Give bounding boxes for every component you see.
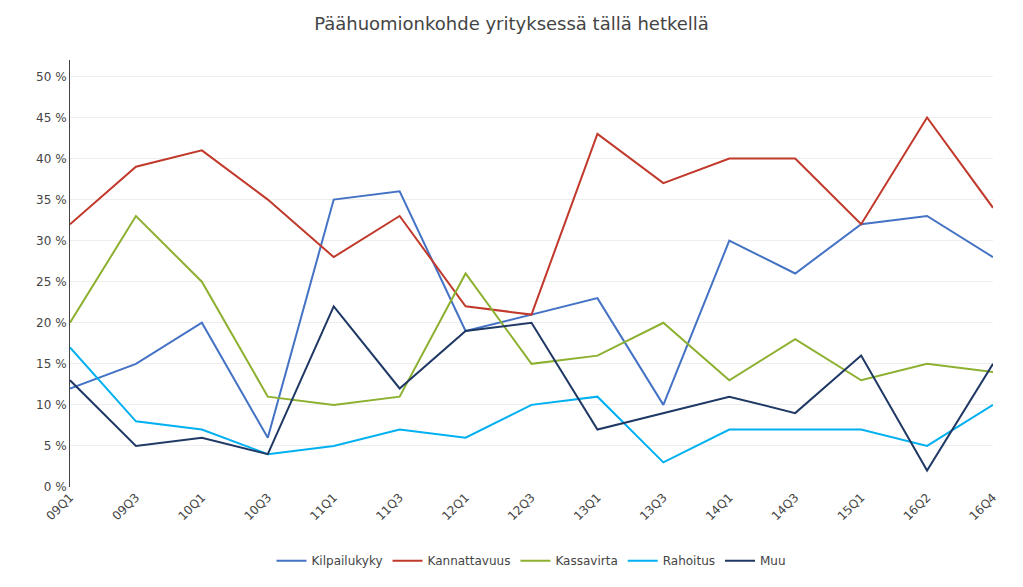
svg-text:30 %: 30 % [36, 234, 67, 248]
svg-text:35 %: 35 % [36, 193, 67, 207]
svg-text:13Q3: 13Q3 [637, 490, 670, 523]
svg-text:Kassavirta: Kassavirta [555, 554, 617, 568]
svg-text:Päähuomionkohde yrityksessä tä: Päähuomionkohde yrityksessä tällä hetkel… [314, 13, 709, 34]
svg-text:12Q1: 12Q1 [439, 490, 472, 523]
svg-text:Kannattavuus: Kannattavuus [428, 554, 511, 568]
svg-text:40 %: 40 % [36, 152, 67, 166]
svg-text:16Q4: 16Q4 [967, 490, 1000, 523]
svg-text:09Q1: 09Q1 [44, 490, 77, 523]
svg-text:15 %: 15 % [36, 357, 67, 371]
svg-text:5 %: 5 % [44, 439, 67, 453]
svg-text:0 %: 0 % [44, 480, 67, 494]
svg-text:20 %: 20 % [36, 316, 67, 330]
svg-text:Rahoitus: Rahoitus [663, 554, 715, 568]
svg-text:10Q1: 10Q1 [175, 490, 208, 523]
svg-text:10 %: 10 % [36, 398, 67, 412]
svg-text:10Q3: 10Q3 [241, 490, 274, 523]
svg-text:Muu: Muu [760, 554, 786, 568]
svg-text:15Q1: 15Q1 [835, 490, 868, 523]
svg-text:11Q1: 11Q1 [307, 490, 340, 523]
svg-text:14Q1: 14Q1 [703, 490, 736, 523]
svg-text:11Q3: 11Q3 [373, 490, 406, 523]
svg-text:45 %: 45 % [36, 111, 67, 125]
svg-text:16Q2: 16Q2 [901, 490, 934, 523]
svg-text:50 %: 50 % [36, 70, 67, 84]
svg-text:13Q1: 13Q1 [571, 490, 604, 523]
svg-text:12Q3: 12Q3 [505, 490, 538, 523]
svg-text:25 %: 25 % [36, 275, 67, 289]
svg-text:14Q3: 14Q3 [769, 490, 802, 523]
svg-text:Kilpailukyky: Kilpailukyky [312, 554, 383, 568]
svg-text:09Q3: 09Q3 [110, 490, 143, 523]
